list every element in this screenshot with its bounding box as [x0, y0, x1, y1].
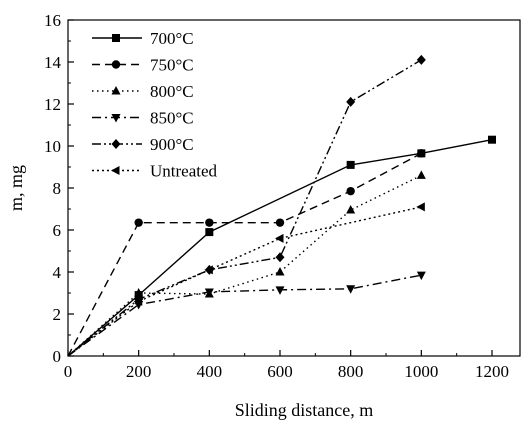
y-tick-label: 0	[53, 347, 62, 366]
data-point	[112, 34, 120, 42]
legend-label: 750°C	[150, 56, 194, 75]
data-point	[133, 296, 143, 306]
x-tick-label: 800	[338, 362, 364, 381]
legend-item: Untreated	[92, 162, 218, 181]
data-point	[111, 139, 121, 149]
y-tick-label: 10	[44, 137, 61, 156]
legend-item: 700°C	[92, 29, 194, 48]
series-layer	[67, 54, 496, 357]
data-point	[275, 252, 285, 263]
y-tick-label: 6	[53, 221, 62, 240]
x-axis-title: Sliding distance, m	[235, 400, 374, 420]
series-group	[67, 135, 496, 357]
plot-frame	[67, 19, 521, 357]
series-line	[67, 59, 422, 357]
data-point	[416, 271, 426, 281]
series-group	[67, 202, 425, 357]
data-point	[488, 135, 496, 144]
data-point	[111, 114, 121, 123]
x-tick-label: 600	[267, 362, 293, 381]
legend-label: Untreated	[150, 162, 218, 181]
x-tick-label: 1000	[404, 362, 438, 381]
legend-item: 750°C	[92, 56, 194, 75]
data-point	[346, 160, 355, 169]
data-point	[416, 170, 426, 179]
data-point	[111, 86, 121, 95]
data-point	[111, 166, 120, 175]
data-point	[134, 288, 144, 297]
plot-area	[67, 19, 521, 357]
series-line	[67, 274, 422, 357]
data-point	[275, 233, 284, 243]
data-point	[346, 285, 356, 294]
y-tick-label: 14	[44, 53, 62, 72]
y-axis-title: m, mg	[6, 165, 26, 211]
data-point	[275, 286, 285, 295]
data-point	[204, 288, 214, 297]
data-point	[205, 228, 214, 237]
x-tick-label: 1200	[475, 362, 509, 381]
y-tick-label: 8	[53, 179, 62, 198]
data-point	[416, 54, 426, 65]
legend-label: 800°C	[150, 82, 194, 101]
x-tick-label: 0	[64, 362, 73, 381]
legend-item: 900°C	[92, 135, 194, 154]
series-group	[67, 149, 426, 357]
y-axis-ticks: 0 2 4 6 8 10 12 14 16	[44, 11, 74, 366]
data-point	[417, 149, 426, 158]
data-point	[346, 205, 356, 214]
series-line	[67, 152, 422, 357]
legend-label: 850°C	[150, 109, 194, 128]
data-point	[134, 218, 143, 227]
data-point	[275, 267, 285, 276]
data-point	[204, 265, 213, 275]
x-tick-label: 200	[126, 362, 152, 381]
legend-item: 850°C	[92, 109, 194, 128]
x-axis-ticks: 0 200 400 600 800 1000 1200	[64, 350, 509, 381]
data-point	[416, 202, 425, 212]
series-group	[67, 54, 426, 357]
legend-label: 900°C	[150, 135, 194, 154]
data-point	[346, 96, 356, 107]
series-line	[67, 174, 422, 357]
series-line	[67, 139, 493, 357]
legend-item: 800°C	[92, 82, 194, 101]
y-tick-label: 12	[44, 95, 61, 114]
data-point	[275, 218, 285, 227]
legend: 700°C 750°C 800°C 850°C 900°C Untreated	[92, 29, 218, 181]
y-tick-label: 2	[53, 305, 62, 324]
data-point	[346, 186, 355, 196]
legend-label: 700°C	[150, 29, 194, 48]
y-tick-label: 4	[53, 263, 62, 282]
y-tick-label: 16	[44, 11, 61, 30]
series-line	[67, 206, 422, 357]
x-tick-label: 400	[197, 362, 223, 381]
data-point	[111, 60, 121, 69]
data-point	[205, 218, 214, 227]
